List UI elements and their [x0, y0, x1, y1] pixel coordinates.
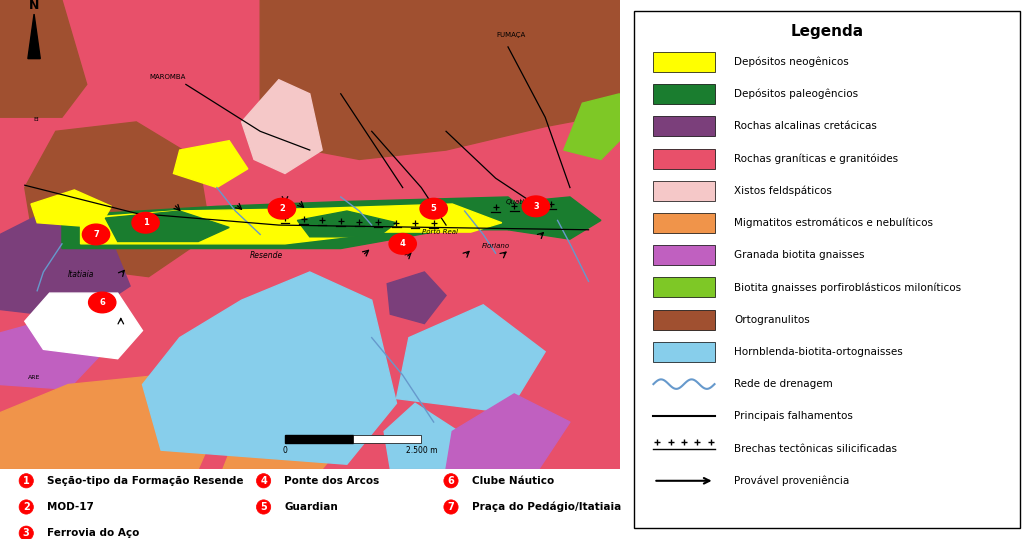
Text: Praça do Pedágio/Itatiaia: Praça do Pedágio/Itatiaia — [472, 502, 621, 512]
Polygon shape — [0, 375, 223, 469]
Text: EI: EI — [33, 117, 39, 122]
Text: 1: 1 — [23, 476, 30, 486]
Polygon shape — [25, 293, 142, 359]
Text: MOD-17: MOD-17 — [47, 502, 94, 512]
Bar — [285, 434, 353, 443]
Text: Quatis: Quatis — [506, 198, 528, 205]
Circle shape — [132, 212, 159, 233]
Text: 4: 4 — [399, 239, 406, 248]
Text: Ponte dos Arcos: Ponte dos Arcos — [285, 476, 380, 486]
Bar — [653, 213, 715, 233]
Polygon shape — [173, 141, 248, 188]
Polygon shape — [508, 197, 601, 239]
Polygon shape — [446, 394, 570, 469]
Polygon shape — [223, 394, 353, 469]
Circle shape — [522, 196, 550, 217]
Polygon shape — [384, 403, 459, 469]
Polygon shape — [28, 14, 40, 59]
Text: Resende: Resende — [250, 251, 283, 260]
Polygon shape — [105, 211, 229, 241]
Polygon shape — [61, 197, 539, 248]
Text: 4: 4 — [260, 476, 267, 486]
Text: Itatiaia: Itatiaia — [68, 270, 94, 279]
Circle shape — [268, 198, 296, 219]
Circle shape — [389, 233, 417, 254]
Text: 6: 6 — [447, 476, 455, 486]
Text: Biotita gnaisses porfiroblásticos miloníticos: Biotita gnaisses porfiroblásticos miloní… — [734, 282, 962, 293]
Text: Provável proveniência: Provável proveniência — [734, 475, 850, 486]
Polygon shape — [387, 272, 446, 323]
Bar — [653, 278, 715, 298]
Text: Rochas graníticas e granitóides: Rochas graníticas e granitóides — [734, 153, 898, 164]
Bar — [653, 245, 715, 265]
Text: Xistos feldspáticos: Xistos feldspáticos — [734, 185, 833, 196]
Text: Ortogranulitos: Ortogranulitos — [734, 315, 810, 324]
Bar — [653, 84, 715, 104]
Text: N: N — [29, 0, 39, 12]
Polygon shape — [297, 211, 396, 237]
Text: 2: 2 — [23, 502, 30, 512]
Text: 7: 7 — [93, 230, 99, 239]
Text: 6: 6 — [99, 298, 105, 307]
Text: ARE: ARE — [28, 375, 40, 380]
Text: Rede de drenagem: Rede de drenagem — [734, 379, 833, 389]
Text: 3: 3 — [534, 202, 539, 211]
Text: 2.500 m: 2.500 m — [406, 446, 437, 455]
Text: Depósitos neogênicos: Depósitos neogênicos — [734, 57, 849, 67]
Text: MAROMBA: MAROMBA — [150, 74, 185, 80]
Text: Porto Real: Porto Real — [422, 229, 458, 235]
Polygon shape — [81, 204, 502, 244]
Bar — [653, 342, 715, 362]
Polygon shape — [25, 122, 211, 277]
Text: Rochas alcalinas cretácicas: Rochas alcalinas cretácicas — [734, 121, 878, 132]
Text: 0: 0 — [283, 446, 288, 455]
Text: Legenda: Legenda — [791, 24, 863, 39]
Bar — [653, 52, 715, 72]
Text: 5: 5 — [431, 204, 436, 213]
Bar — [653, 116, 715, 136]
Bar — [653, 181, 715, 201]
Circle shape — [89, 292, 116, 313]
Polygon shape — [0, 314, 99, 389]
Text: Brechas tectônicas silicificadas: Brechas tectônicas silicificadas — [734, 444, 897, 453]
Text: Principais falhamentos: Principais falhamentos — [734, 411, 853, 421]
Polygon shape — [564, 94, 620, 160]
Text: 1: 1 — [142, 218, 148, 227]
Polygon shape — [0, 206, 130, 319]
Text: Ferrovia do Aço: Ferrovia do Aço — [47, 528, 139, 538]
Polygon shape — [242, 80, 323, 174]
Polygon shape — [260, 0, 620, 160]
Bar — [653, 309, 715, 330]
Bar — [353, 434, 421, 443]
Text: 7: 7 — [447, 502, 455, 512]
Circle shape — [420, 198, 447, 219]
Text: Granada biotita gnaisses: Granada biotita gnaisses — [734, 250, 864, 260]
Text: Guardian: Guardian — [285, 502, 338, 512]
Circle shape — [82, 224, 110, 245]
Bar — [653, 149, 715, 169]
Text: Depósitos paleogêncios: Depósitos paleogêncios — [734, 89, 858, 99]
Polygon shape — [396, 305, 545, 413]
Polygon shape — [31, 190, 112, 227]
Text: 5: 5 — [260, 502, 267, 512]
Polygon shape — [0, 0, 87, 118]
Polygon shape — [142, 272, 396, 464]
Text: Hornblenda-biotita-ortognaisses: Hornblenda-biotita-ortognaisses — [734, 347, 903, 357]
Text: FUMAÇA: FUMAÇA — [497, 32, 525, 38]
Text: Clube Náutico: Clube Náutico — [472, 476, 554, 486]
Text: Migmatitos estromáticos e nebulíticos: Migmatitos estromáticos e nebulíticos — [734, 218, 933, 229]
Text: Floriano: Floriano — [481, 243, 510, 249]
Text: 2: 2 — [279, 204, 285, 213]
Text: 3: 3 — [23, 528, 30, 538]
Text: Seção-tipo da Formação Resende: Seção-tipo da Formação Resende — [47, 476, 244, 486]
